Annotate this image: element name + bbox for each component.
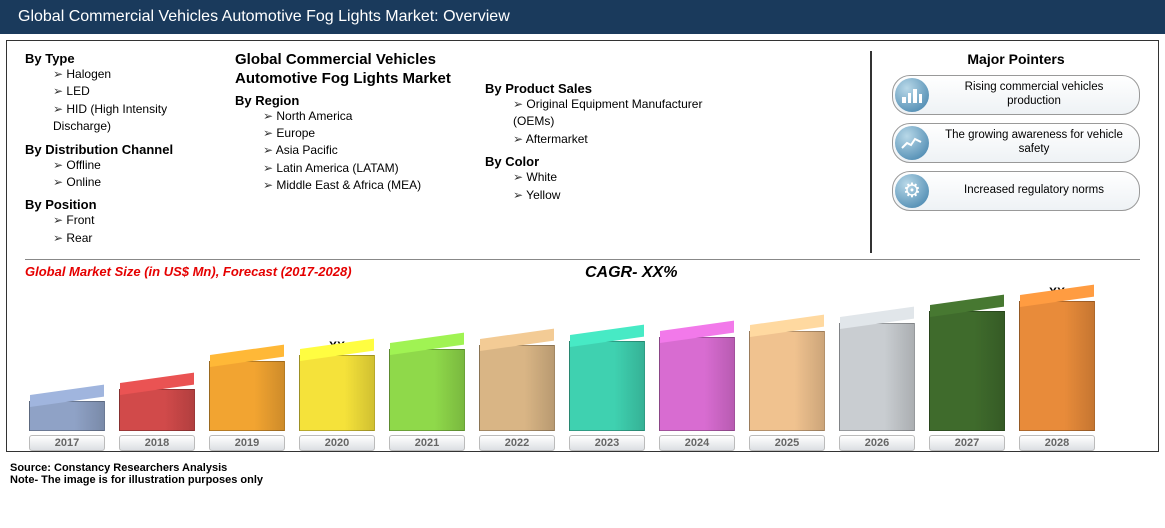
bar-year-label: 2023 <box>569 435 645 451</box>
pointers-title: Major Pointers <box>892 51 1140 67</box>
bar-wrap: 2022 <box>479 345 555 451</box>
segment-item: Offline <box>53 157 215 174</box>
segment-group: By Distribution ChannelOfflineOnline <box>25 142 215 192</box>
segment-item: Yellow <box>513 187 715 204</box>
segment-item: North America <box>263 108 465 125</box>
pointer-text: The growing awareness for vehicle safety <box>939 129 1137 157</box>
segment-item: Latin America (LATAM) <box>263 160 465 177</box>
bar-year-label: 2022 <box>479 435 555 451</box>
segment-item: Original Equipment Manufacturer (OEMs) <box>513 96 715 131</box>
bar-wrap: 2021 <box>389 349 465 451</box>
segment-item: Europe <box>263 125 465 142</box>
segment-title: By Region <box>235 93 465 108</box>
pointers-col: Major Pointers Rising commercial vehicle… <box>870 51 1140 253</box>
segments-center-col: Global Commercial VehiclesAutomotive Fog… <box>235 51 465 253</box>
bar-wrap: 2026 <box>839 323 915 451</box>
bar-wrap: 2023 <box>569 341 645 451</box>
line-icon <box>895 126 929 160</box>
footer-note: Note- The image is for illustration purp… <box>10 474 1155 486</box>
segment-item: White <box>513 169 715 186</box>
gears-icon: ⚙ <box>895 174 929 208</box>
chart-bar <box>29 401 105 431</box>
segment-list: FrontRear <box>25 212 215 247</box>
main-panel: By TypeHalogenLEDHID (High Intensity Dis… <box>6 40 1159 452</box>
segment-list: North AmericaEuropeAsia PacificLatin Ame… <box>235 108 465 195</box>
bar-year-label: 2028 <box>1019 435 1095 451</box>
footer-source: Source: Constancy Researchers Analysis <box>10 462 1155 474</box>
bar-year-label: 2026 <box>839 435 915 451</box>
chart-bar <box>479 345 555 431</box>
segment-list: OfflineOnline <box>25 157 215 192</box>
bar-wrap: 2019 <box>209 361 285 451</box>
bar-year-label: 2020 <box>299 435 375 451</box>
bar-year-label: 2027 <box>929 435 1005 451</box>
segment-group: By TypeHalogenLEDHID (High Intensity Dis… <box>25 51 215 136</box>
chart-bar <box>299 355 375 431</box>
segment-list: WhiteYellow <box>485 169 715 204</box>
bar-year-label: 2018 <box>119 435 195 451</box>
cagr-label: CAGR- XX% <box>585 264 677 282</box>
chart-bar <box>659 337 735 431</box>
bar-year-label: 2024 <box>659 435 735 451</box>
segment-group: By Product SalesOriginal Equipment Manuf… <box>485 81 715 148</box>
bars-row: 2017 2018 2019 XX2020 2021 2022 2023 2024 2025 20… <box>25 281 1140 451</box>
bars-icon <box>895 78 929 112</box>
segment-title: By Type <box>25 51 215 66</box>
chart-bar <box>209 361 285 431</box>
chart-bar <box>749 331 825 431</box>
bar-wrap: 2025 <box>749 331 825 451</box>
top-section: By TypeHalogenLEDHID (High Intensity Dis… <box>25 51 1140 260</box>
segments-left-col: By TypeHalogenLEDHID (High Intensity Dis… <box>25 51 215 253</box>
header-bar: Global Commercial Vehicles Automotive Fo… <box>0 0 1165 34</box>
chart-title: Global Market Size (in US$ Mn), Forecast… <box>25 264 1140 279</box>
header-title: Global Commercial Vehicles Automotive Fo… <box>18 8 510 25</box>
bar-wrap: 2027 <box>929 311 1005 451</box>
segment-item: Front <box>53 212 215 229</box>
pointer-row: ⚙ Increased regulatory norms <box>892 171 1140 211</box>
pointer-text: Increased regulatory norms <box>939 184 1137 198</box>
segment-item: Halogen <box>53 66 215 83</box>
chart-section: Global Market Size (in US$ Mn), Forecast… <box>25 260 1140 451</box>
bar-wrap: 2017 <box>29 401 105 451</box>
segment-group: By RegionNorth AmericaEuropeAsia Pacific… <box>235 93 465 195</box>
pointer-row: Rising commercial vehicles production <box>892 75 1140 115</box>
chart-bar <box>839 323 915 431</box>
bar-wrap: 2018 <box>119 389 195 451</box>
segment-item: HID (High Intensity Discharge) <box>53 101 215 136</box>
bar-year-label: 2021 <box>389 435 465 451</box>
segment-item: Aftermarket <box>513 131 715 148</box>
bar-wrap: XX2020 <box>299 339 375 451</box>
bar-wrap: 2024 <box>659 337 735 451</box>
segment-title: By Color <box>485 154 715 169</box>
bar-year-label: 2025 <box>749 435 825 451</box>
chart-bar <box>1019 301 1095 431</box>
segment-title: By Position <box>25 197 215 212</box>
segment-group: By ColorWhiteYellow <box>485 154 715 204</box>
bar-year-label: 2017 <box>29 435 105 451</box>
chart-bar <box>119 389 195 431</box>
segment-title: By Product Sales <box>485 81 715 96</box>
segment-list: Original Equipment Manufacturer (OEMs)Af… <box>485 96 715 148</box>
segment-item: Rear <box>53 230 215 247</box>
bar-wrap: XX2028 <box>1019 285 1095 451</box>
chart-bar <box>569 341 645 431</box>
segment-item: Middle East & Africa (MEA) <box>263 177 465 194</box>
pointer-text: Rising commercial vehicles production <box>939 81 1137 109</box>
segment-title: By Distribution Channel <box>25 142 215 157</box>
segment-group: By PositionFrontRear <box>25 197 215 247</box>
center-title: Global Commercial VehiclesAutomotive Fog… <box>235 51 465 89</box>
footer: Source: Constancy Researchers Analysis N… <box>0 458 1165 494</box>
segment-item: Asia Pacific <box>263 142 465 159</box>
segment-item: LED <box>53 83 215 100</box>
segment-item: Online <box>53 174 215 191</box>
segment-list: HalogenLEDHID (High Intensity Discharge) <box>25 66 215 136</box>
pointer-row: The growing awareness for vehicle safety <box>892 123 1140 163</box>
chart-bar <box>389 349 465 431</box>
segments-right-col: By Product SalesOriginal Equipment Manuf… <box>485 51 715 253</box>
bar-year-label: 2019 <box>209 435 285 451</box>
chart-bar <box>929 311 1005 431</box>
